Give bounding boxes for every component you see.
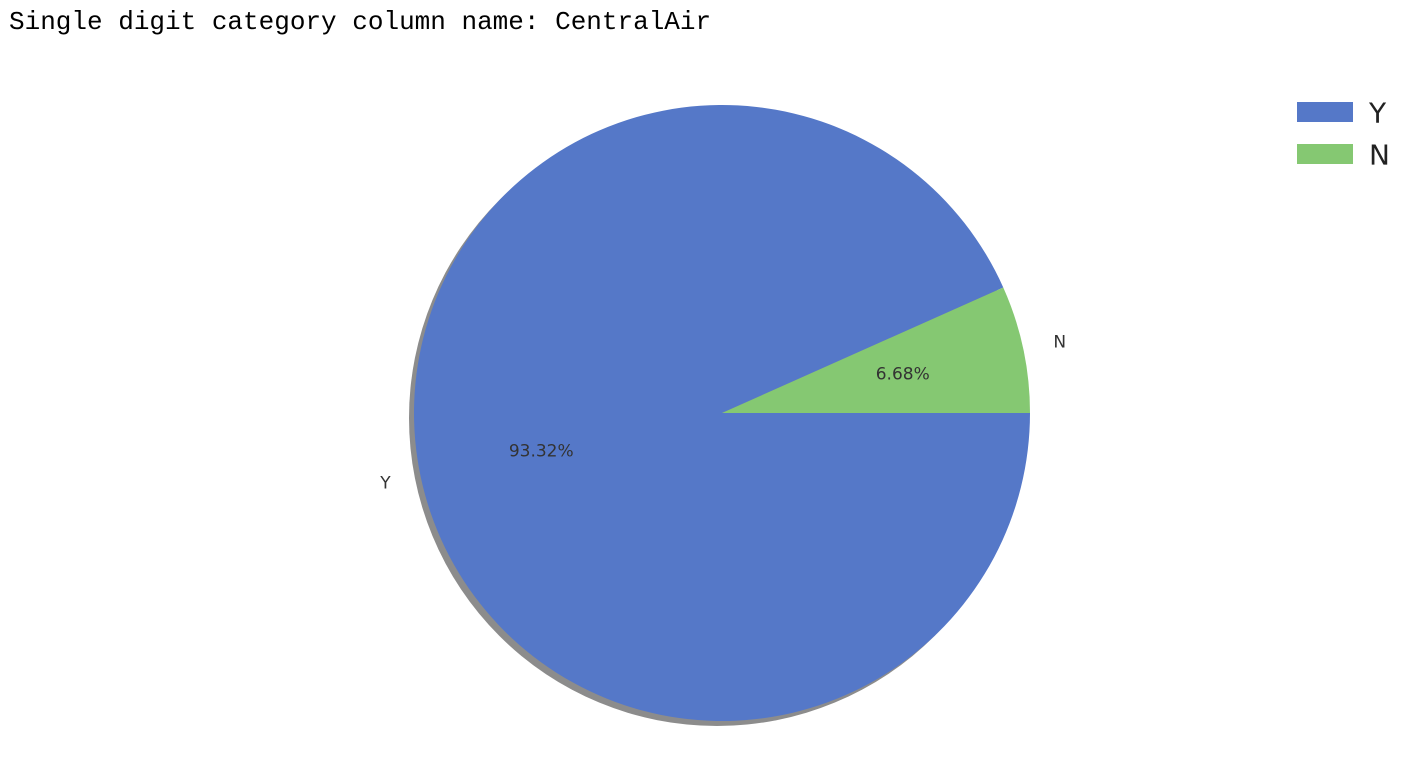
slice-pct-n: 6.68% (876, 365, 930, 385)
legend-swatch-y (1297, 102, 1353, 122)
legend-swatch-n (1297, 144, 1353, 164)
slice-y (413, 104, 1030, 721)
pie-labels: Y 93.32% N 6.68% (379, 332, 1066, 493)
slice-n (722, 287, 1030, 413)
legend-label-n: N (1369, 139, 1390, 172)
legend: YN (1297, 97, 1390, 172)
pie-slices (413, 104, 1030, 721)
slice-label-y: Y (379, 474, 391, 494)
header-text: Single digit category column name: Centr… (9, 7, 712, 37)
slice-pct-y: 93.32% (509, 441, 574, 461)
legend-label-y: Y (1368, 97, 1387, 130)
slice-label-n: N (1053, 332, 1066, 352)
